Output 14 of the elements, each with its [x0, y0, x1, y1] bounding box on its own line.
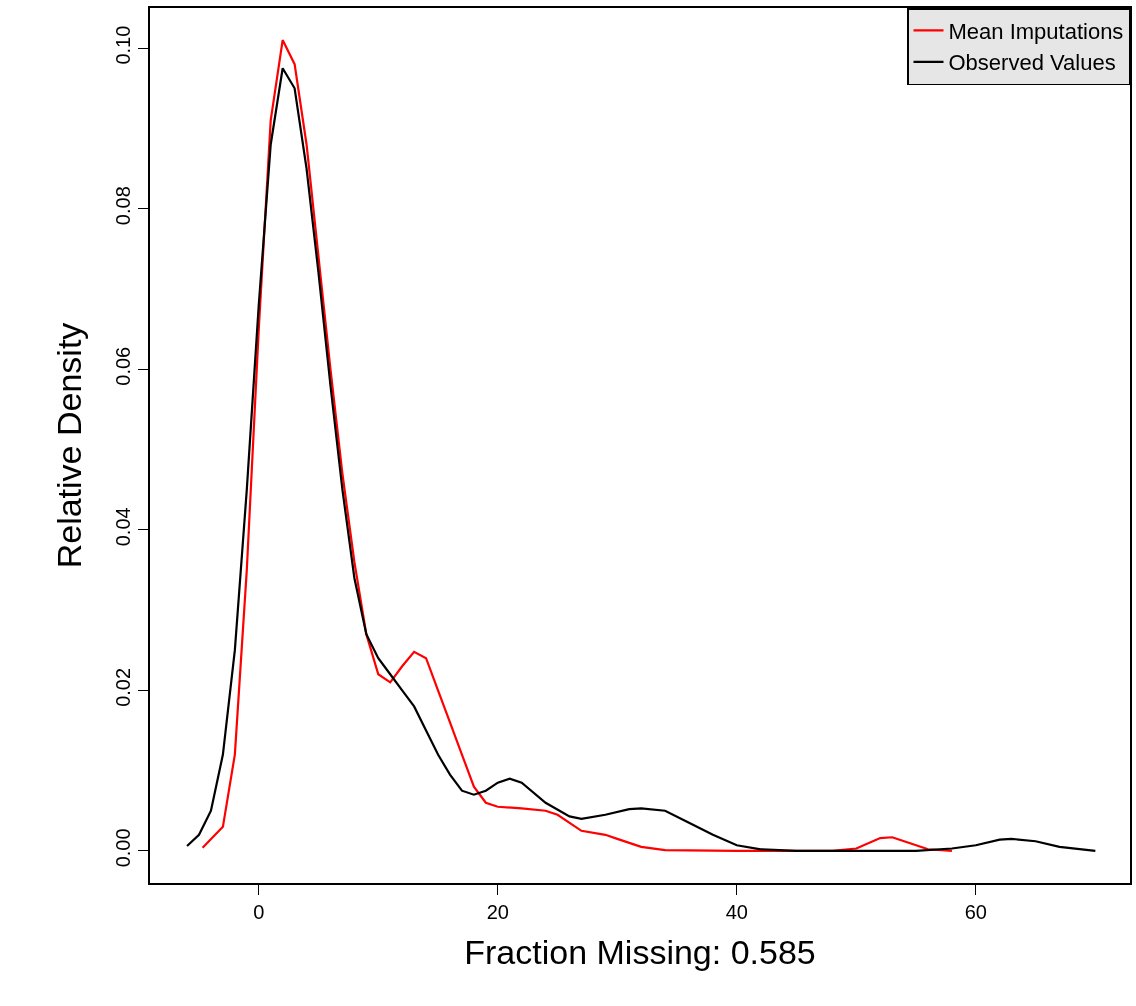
y-tick-label: 0.06	[112, 346, 135, 386]
y-tick-label: 0.00	[112, 828, 135, 868]
x-axis-title: Fraction Missing: 0.585	[464, 932, 816, 971]
y-tick-label: 0.10	[112, 25, 135, 65]
x-tick-label: 20	[486, 900, 509, 923]
x-tick-label: 40	[725, 900, 748, 923]
y-axis-title: Relative Density	[50, 322, 89, 569]
y-tick-label: 0.04	[112, 507, 135, 547]
y-tick-label: 0.08	[112, 186, 135, 226]
legend-label: Observed Values	[948, 50, 1116, 76]
x-tick-label: 0	[253, 900, 265, 923]
y-tick-label: 0.02	[112, 667, 135, 707]
legend-label: Mean Imputations	[948, 18, 1124, 44]
x-tick-label: 60	[964, 900, 987, 923]
